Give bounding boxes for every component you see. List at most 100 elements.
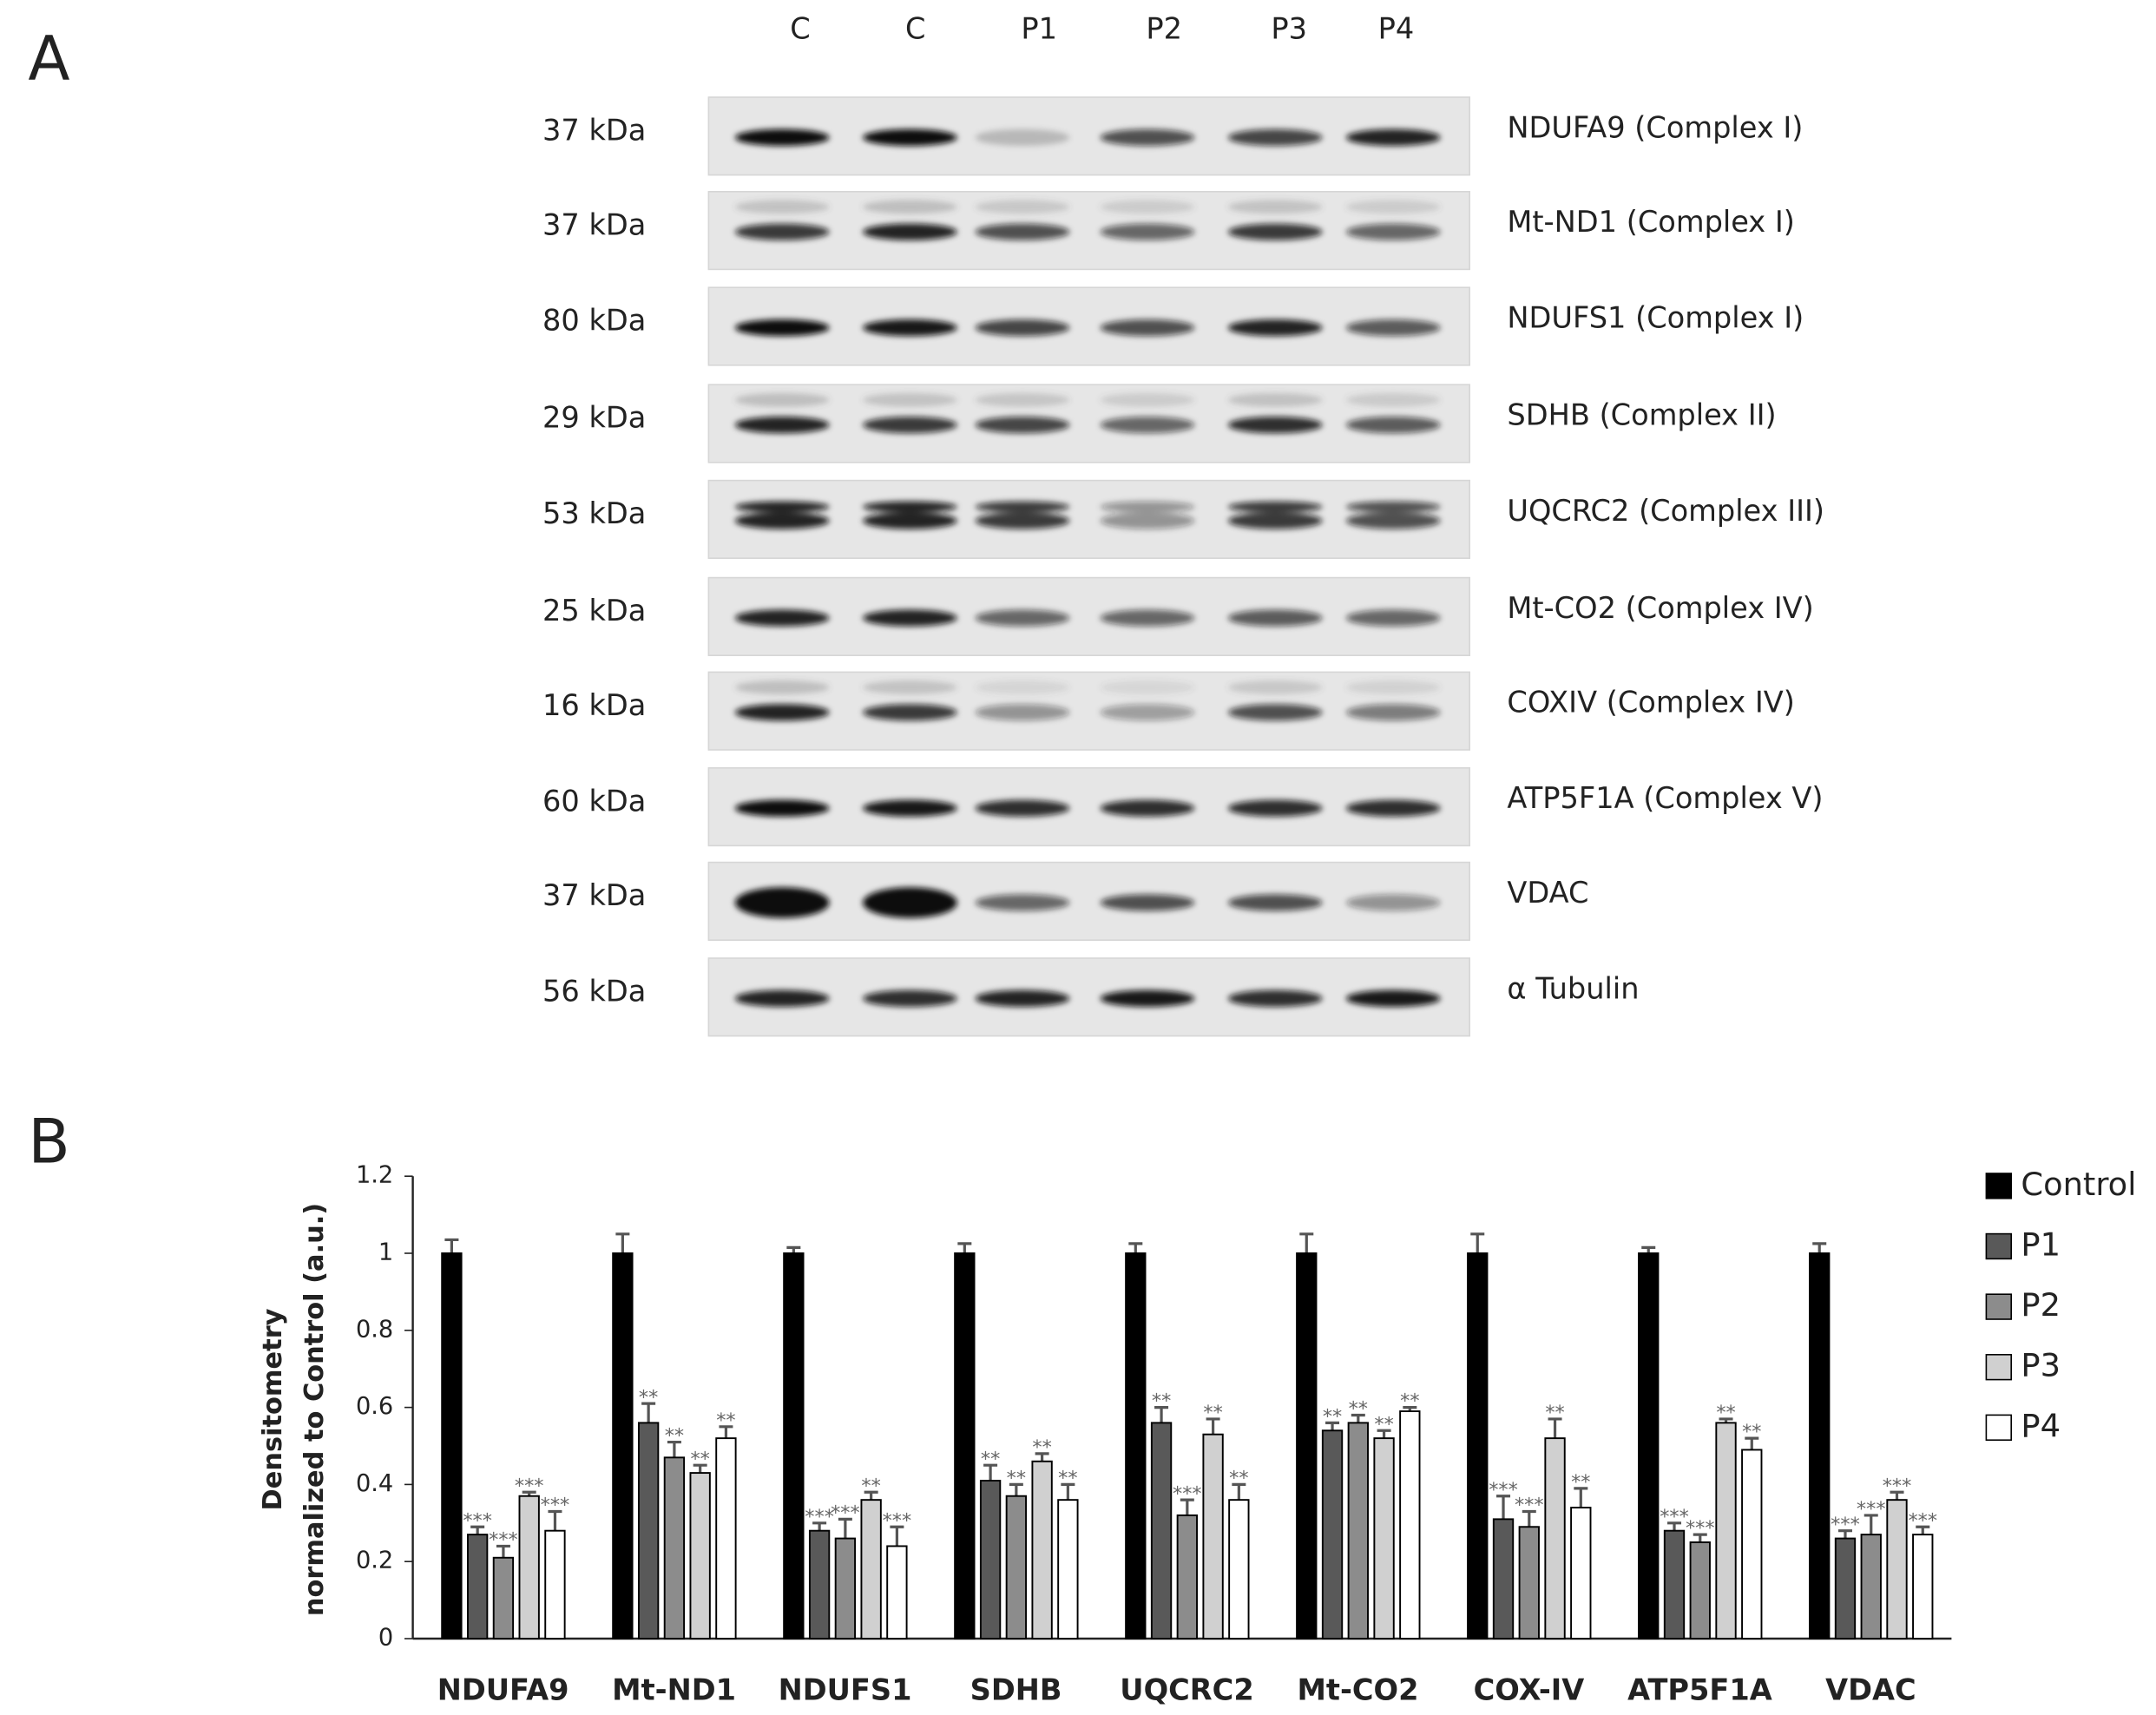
significance: ** [1007,1468,1026,1490]
bar [1518,1526,1540,1639]
significance: *** [1857,1498,1886,1521]
blot-strip [707,96,1471,176]
significance: ** [1032,1436,1051,1459]
molecular-weight: 80 kDa [542,304,646,338]
protein-name: Mt-CO2 (Complex IV) [1507,591,1813,625]
band [1227,392,1323,407]
bar [1228,1499,1250,1639]
legend-label: P1 [2021,1226,2061,1264]
significance: *** [1883,1475,1912,1497]
blot-band [1227,128,1323,146]
legend-swatch [1985,1414,2012,1442]
blot-band [1345,989,1441,1007]
lane-label: P2 [1146,12,1182,46]
blot-band [1100,501,1195,529]
blot-band [734,609,830,627]
significance: ** [1203,1402,1222,1424]
bar [860,1499,882,1639]
protein-name: ATP5F1A (Complex V) [1507,781,1823,815]
blot-band [1227,392,1323,434]
blot-band [1345,392,1441,434]
blot-band [975,799,1070,817]
blot-band [863,609,957,627]
band [1227,319,1323,337]
band [734,512,830,529]
band [1345,392,1441,407]
band [1100,989,1195,1007]
blot-band [734,501,830,529]
band [1345,128,1441,146]
significance: ** [1349,1398,1368,1421]
band [863,887,957,918]
significance: *** [1660,1506,1689,1528]
significance: ** [1323,1405,1342,1428]
band [975,223,1070,240]
legend-swatch [1985,1354,2012,1381]
blot-band [863,501,957,529]
bar [1663,1529,1686,1639]
x-tick-label: SDHB [970,1672,1062,1706]
band [863,704,957,721]
band [975,704,1070,721]
band [863,392,957,407]
blot-band [1100,200,1195,240]
legend-label: P2 [2021,1286,2061,1324]
blot-strip [707,191,1471,271]
significance: ** [1571,1471,1590,1494]
blot-band [975,680,1070,721]
band [1100,680,1195,694]
band [1345,894,1441,911]
significance: *** [831,1501,860,1524]
protein-name: UQCRC2 (Complex III) [1507,494,1824,528]
blot-band [1345,894,1441,911]
band [1227,989,1323,1007]
protein-name: NDUFS1 (Complex I) [1507,301,1804,335]
bar [954,1252,976,1639]
blot-band [863,799,957,817]
molecular-weight: 53 kDa [542,496,646,530]
band [1100,894,1195,911]
x-tick-label: ATP5F1A [1627,1672,1772,1706]
x-tick-label: Mt-CO2 [1297,1672,1418,1706]
bar [1741,1449,1763,1639]
blot-band [863,887,957,918]
blot-band [1345,501,1441,529]
blot-band [1100,799,1195,817]
blot-band [1227,319,1323,337]
blot-band [1227,989,1323,1007]
blot-band [1345,200,1441,240]
bar [1296,1252,1318,1639]
blot-band [1100,680,1195,721]
blot-band [975,501,1070,529]
band [734,319,830,337]
band [863,200,957,214]
bar [492,1556,515,1639]
lane-label: P4 [1378,12,1415,46]
molecular-weight: 16 kDa [542,688,646,722]
bar [1689,1541,1711,1639]
significance: *** [489,1529,518,1552]
significance: *** [883,1509,912,1532]
band [975,989,1070,1007]
molecular-weight: 37 kDa [542,207,646,241]
blot-band [1100,128,1195,146]
band [1100,609,1195,627]
blot-strip [707,861,1471,941]
blot-band [863,319,957,337]
band [734,680,830,694]
y-tick-label: 1.2 [356,1162,393,1189]
band [863,128,957,146]
blot-band [863,200,957,240]
bar [663,1456,686,1639]
significance: *** [463,1509,492,1532]
blot-band [1227,799,1323,817]
band [975,512,1070,529]
bar [979,1479,1002,1639]
bar [518,1495,540,1639]
y-axis-label: Densitometry [258,1308,288,1510]
y-axis-label: normalized to Control (a.u.) [299,1203,330,1616]
significance: *** [805,1506,834,1528]
significance: ** [1374,1413,1393,1436]
molecular-weight: 29 kDa [542,401,646,435]
band [734,200,830,214]
